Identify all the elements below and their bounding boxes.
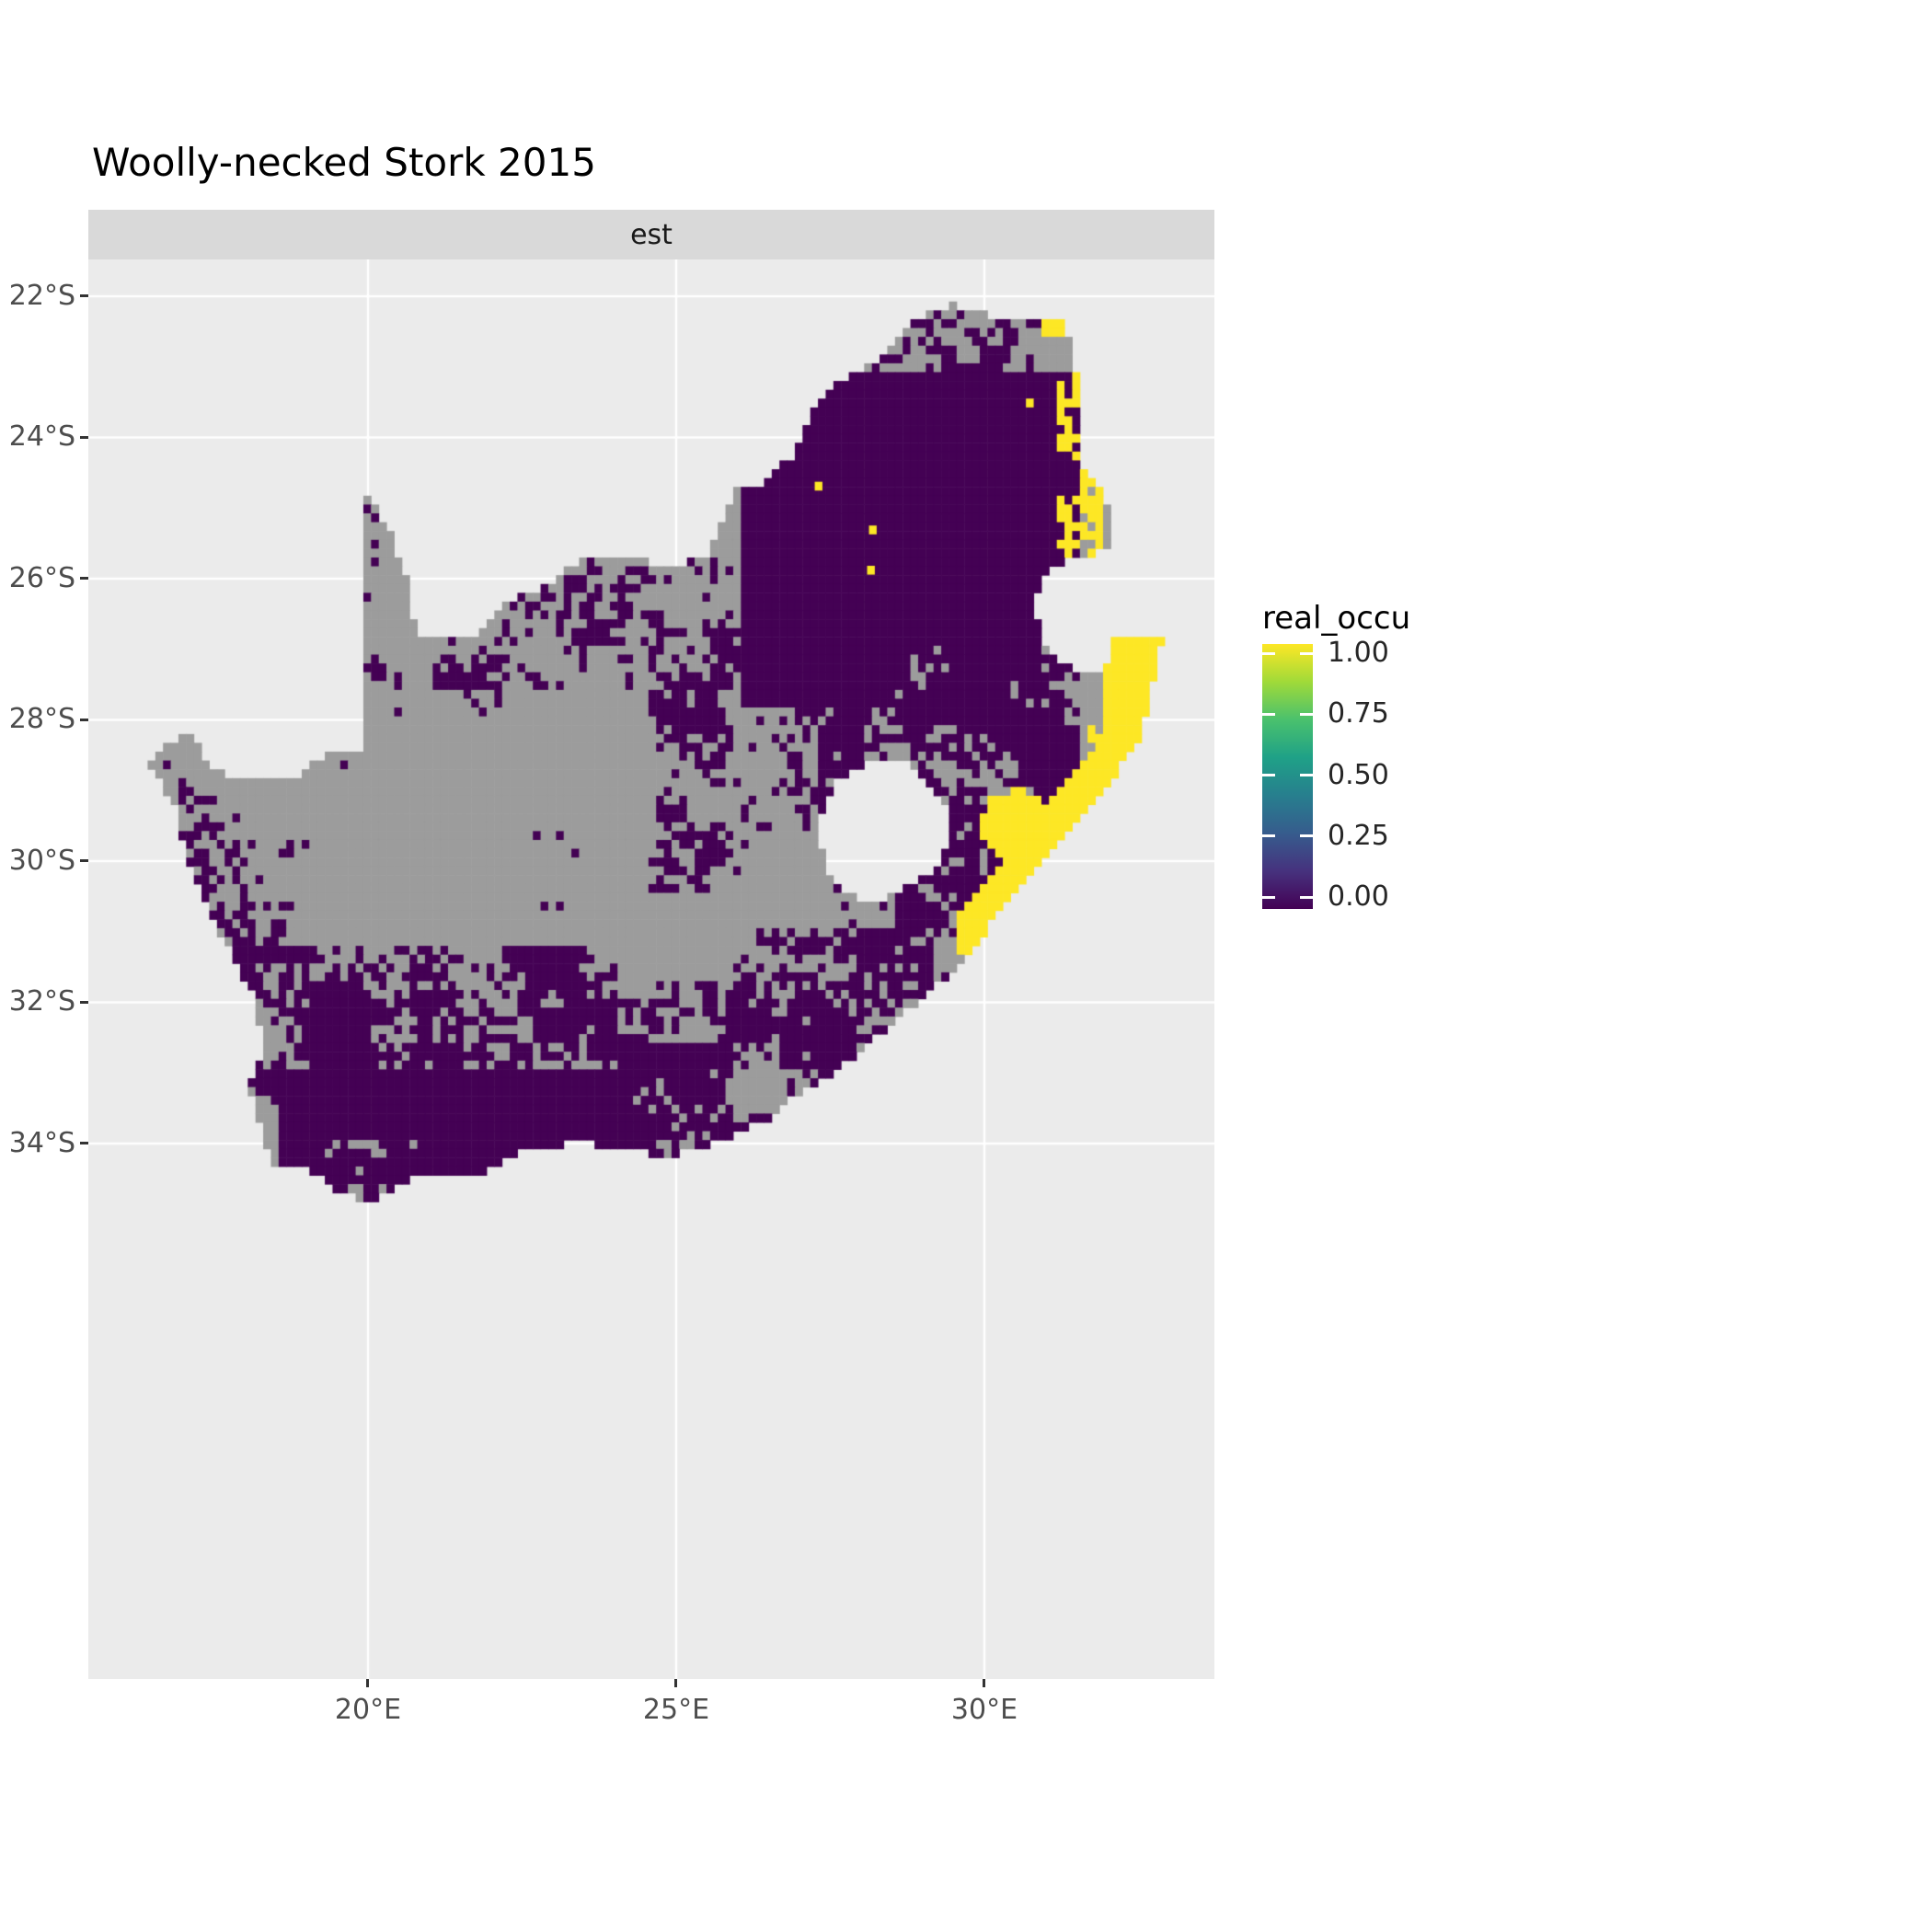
x-tick-label: 30°E xyxy=(950,1694,1018,1726)
legend-tick-mark xyxy=(1262,834,1275,838)
legend-tick-mark xyxy=(1300,774,1313,776)
facet-strip: est xyxy=(88,210,1214,259)
legend-tick-label: 1.00 xyxy=(1328,637,1389,669)
y-tick-label: 34°S xyxy=(8,1126,75,1159)
x-tick-mark xyxy=(674,1679,678,1687)
plot-panel xyxy=(88,259,1214,1679)
legend-colorbar xyxy=(1262,644,1313,909)
legend-title: real_occu xyxy=(1262,600,1411,637)
legend-tick-mark xyxy=(1300,651,1313,655)
y-tick-label: 28°S xyxy=(8,703,75,736)
x-tick-mark xyxy=(983,1679,986,1687)
legend-tick-mark xyxy=(1262,774,1275,776)
legend-tick-label: 0.25 xyxy=(1328,819,1389,852)
legend-tick-mark xyxy=(1262,651,1275,655)
x-tick-label: 20°E xyxy=(334,1694,402,1726)
legend-tick-label: 0.75 xyxy=(1328,697,1389,730)
y-tick-mark xyxy=(80,718,88,721)
facet-strip-label: est xyxy=(630,218,673,251)
y-tick-mark xyxy=(80,435,88,439)
y-tick-label: 24°S xyxy=(8,420,75,454)
y-tick-label: 32°S xyxy=(8,985,75,1018)
y-tick-mark xyxy=(80,1000,88,1004)
y-tick-mark xyxy=(80,1142,88,1145)
y-tick-mark xyxy=(80,294,88,298)
legend-tick-mark xyxy=(1300,834,1313,838)
plot-title: Woolly-necked Stork 2015 xyxy=(92,140,596,185)
legend-tick-mark xyxy=(1300,895,1313,899)
y-tick-mark xyxy=(80,859,88,863)
y-tick-label: 30°S xyxy=(8,844,75,877)
x-tick-label: 25°E xyxy=(642,1694,710,1726)
y-tick-label: 26°S xyxy=(8,561,75,594)
map-canvas xyxy=(88,259,1214,1679)
legend-tick-mark xyxy=(1262,895,1275,899)
y-tick-label: 22°S xyxy=(8,279,75,312)
y-tick-mark xyxy=(80,577,88,581)
legend-tick-mark xyxy=(1300,712,1313,716)
legend-tick-label: 0.50 xyxy=(1328,758,1389,791)
legend-tick-label: 0.00 xyxy=(1328,880,1389,913)
x-tick-mark xyxy=(366,1679,370,1687)
legend-tick-mark xyxy=(1262,712,1275,716)
